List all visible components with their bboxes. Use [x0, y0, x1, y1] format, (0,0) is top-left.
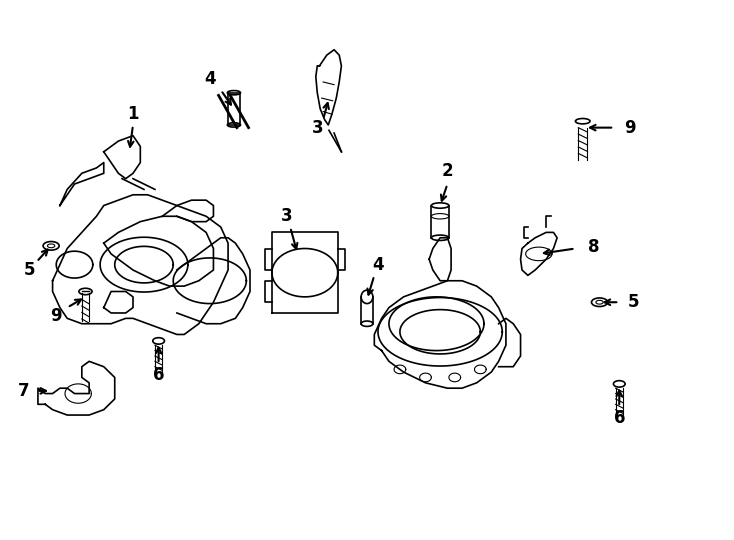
- Text: 6: 6: [153, 366, 164, 384]
- Ellipse shape: [432, 203, 449, 208]
- Text: 9: 9: [625, 119, 636, 137]
- Text: 5: 5: [628, 293, 639, 311]
- Text: 2: 2: [442, 161, 454, 180]
- Ellipse shape: [592, 298, 608, 307]
- Text: 5: 5: [23, 261, 35, 279]
- Ellipse shape: [228, 91, 241, 95]
- Ellipse shape: [153, 338, 164, 344]
- Ellipse shape: [228, 123, 241, 127]
- Text: 7: 7: [18, 382, 29, 400]
- Ellipse shape: [48, 244, 55, 248]
- Ellipse shape: [43, 241, 59, 250]
- Text: 9: 9: [51, 307, 62, 325]
- Text: 4: 4: [372, 255, 384, 274]
- Text: 6: 6: [614, 409, 625, 427]
- Ellipse shape: [614, 381, 625, 387]
- Ellipse shape: [432, 235, 449, 240]
- Text: 4: 4: [204, 70, 216, 88]
- Text: 3: 3: [280, 207, 292, 225]
- Ellipse shape: [79, 288, 92, 295]
- Text: 3: 3: [311, 119, 323, 137]
- Text: 1: 1: [127, 105, 139, 123]
- Ellipse shape: [432, 214, 449, 219]
- Ellipse shape: [361, 290, 373, 303]
- Text: 8: 8: [588, 238, 600, 256]
- Ellipse shape: [596, 300, 603, 304]
- Ellipse shape: [361, 321, 373, 326]
- Ellipse shape: [575, 118, 590, 124]
